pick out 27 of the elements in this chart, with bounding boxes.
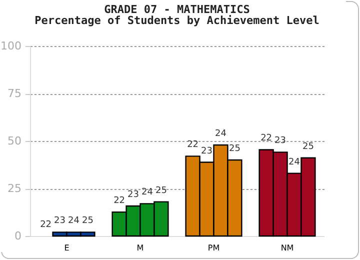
text: 23 [128, 190, 139, 200]
text: 23 [201, 146, 212, 156]
text: 24 [215, 128, 226, 139]
text: 24 [142, 188, 153, 198]
x-tick-label: E [64, 244, 70, 252]
text: 22 [260, 134, 272, 144]
series-label: 24 [68, 216, 80, 226]
y-tick-label: 100 [0, 40, 22, 52]
y-tick-label: 50 [8, 134, 22, 148]
x-tick-label: PM [208, 244, 220, 252]
text: 25 [228, 144, 240, 154]
x-tick-label: M [136, 244, 144, 252]
text: 22 [187, 140, 199, 150]
text: 23 [274, 136, 286, 146]
x-tick-label: NM [280, 244, 294, 252]
text: 24 [288, 157, 300, 168]
series-label: 22 [114, 196, 126, 206]
text: 25 [155, 186, 167, 196]
series-label: 25 [82, 216, 94, 226]
chart-subtitle: Percentage of Students by Achievement Level [34, 14, 320, 27]
text: 25 [302, 142, 314, 152]
series-label: 23 [54, 216, 66, 226]
y-tick-label: 25 [8, 182, 22, 195]
text: 22 [40, 220, 52, 230]
y-tick-label: 75 [8, 87, 22, 100]
y-tick-label: 0 [14, 230, 22, 242]
chart-title: GRADE 07 - MATHEMATICS [104, 3, 250, 16]
